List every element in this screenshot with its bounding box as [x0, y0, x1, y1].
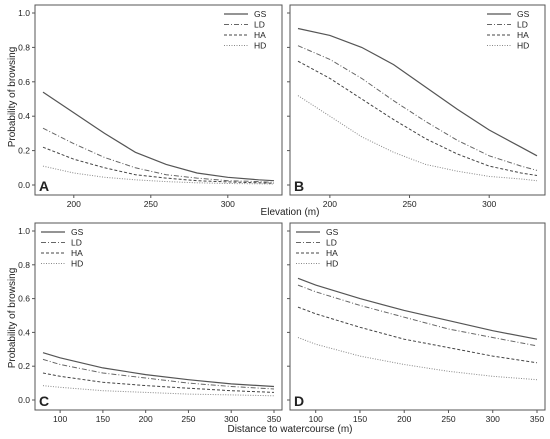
x-tick-label: 350	[267, 414, 281, 424]
y-tick-label: 0.6	[18, 77, 30, 87]
x-tick-label: 200	[67, 199, 81, 209]
x-axis-label-bottom: Distance to watercourse (m)	[227, 424, 352, 435]
x-tick-label: 100	[309, 414, 323, 424]
plot-frame	[289, 4, 546, 196]
x-tick-label: 250	[441, 414, 455, 424]
series-line-ld	[42, 358, 275, 390]
y-axis-label-bottom: Probability of browsing	[7, 268, 18, 369]
legend-label-ha: HA	[517, 30, 529, 40]
series-line-hd	[42, 385, 275, 397]
legend-label-gs: GS	[517, 9, 530, 19]
series-line-hd	[297, 95, 538, 182]
legend-label-gs: GS	[71, 227, 84, 237]
legend-label-ha: HA	[326, 248, 338, 258]
panel-label: B	[294, 178, 304, 194]
x-tick-label: 200	[323, 199, 337, 209]
plot-frame	[34, 4, 283, 196]
x-tick-label: 300	[482, 199, 496, 209]
series-line-ld	[297, 284, 538, 347]
x-tick-label: 250	[181, 414, 195, 424]
legend-label-hd: HD	[326, 259, 338, 269]
series-line-gs	[42, 91, 275, 182]
legend-label-gs: GS	[254, 9, 267, 19]
legend-label-ld: LD	[71, 238, 82, 248]
series-line-ha	[42, 146, 275, 184]
panel-label: C	[39, 393, 49, 409]
legend-label-hd: HD	[517, 41, 529, 51]
legend-label-ha: HA	[71, 248, 83, 258]
plot-frame	[34, 222, 283, 411]
legend-label-ld: LD	[254, 20, 265, 30]
legend-label-hd: HD	[254, 41, 266, 51]
series-line-ha	[42, 372, 275, 393]
x-tick-label: 250	[144, 199, 158, 209]
x-tick-label: 200	[397, 414, 411, 424]
x-tick-label: 150	[353, 414, 367, 424]
x-tick-label: 300	[486, 414, 500, 424]
y-tick-label: 0.4	[18, 111, 30, 121]
panel-c: 0.0 0.2 0.4 0.6 0.8 1.0 100 150 200 250 300 350 GSLD…	[18, 222, 283, 424]
y-tick-label: 0.0	[18, 395, 30, 405]
y-tick-label: 1.0	[18, 8, 30, 18]
panel-label: D	[294, 393, 304, 409]
y-tick-label: 0.8	[18, 260, 30, 270]
x-tick-label: 300	[224, 414, 238, 424]
x-tick-label: 350	[530, 414, 544, 424]
legend-label-gs: GS	[326, 227, 339, 237]
series-line-ld	[42, 127, 275, 183]
y-tick-label: 0.2	[18, 361, 30, 371]
plot-frame	[289, 222, 546, 411]
series-line-gs	[42, 352, 275, 388]
legend-label-ha: HA	[254, 30, 266, 40]
y-tick-label: 0.6	[18, 294, 30, 304]
series-line-ld	[297, 45, 538, 171]
y-axis-label-top: Probability of browsing	[7, 47, 18, 148]
y-tick-label: 1.0	[18, 226, 30, 236]
panel-label: A	[39, 178, 49, 194]
series-line-gs	[297, 27, 538, 157]
y-tick-label: 0.8	[18, 42, 30, 52]
series-line-ha	[297, 60, 538, 176]
series-line-gs	[297, 277, 538, 340]
x-axis-label-top: Elevation (m)	[261, 207, 320, 218]
x-tick-label: 100	[53, 414, 67, 424]
legend-label-hd: HD	[71, 259, 83, 269]
series-line-ha	[297, 306, 538, 364]
x-tick-label: 250	[402, 199, 416, 209]
legend-label-ld: LD	[326, 238, 337, 248]
y-tick-label: 0.0	[18, 180, 30, 190]
y-tick-label: 0.4	[18, 327, 30, 337]
legend-label-ld: LD	[517, 20, 528, 30]
x-tick-label: 200	[139, 414, 153, 424]
y-tick-label: 0.2	[18, 146, 30, 156]
x-tick-label: 150	[96, 414, 110, 424]
x-tick-label: 300	[221, 199, 235, 209]
